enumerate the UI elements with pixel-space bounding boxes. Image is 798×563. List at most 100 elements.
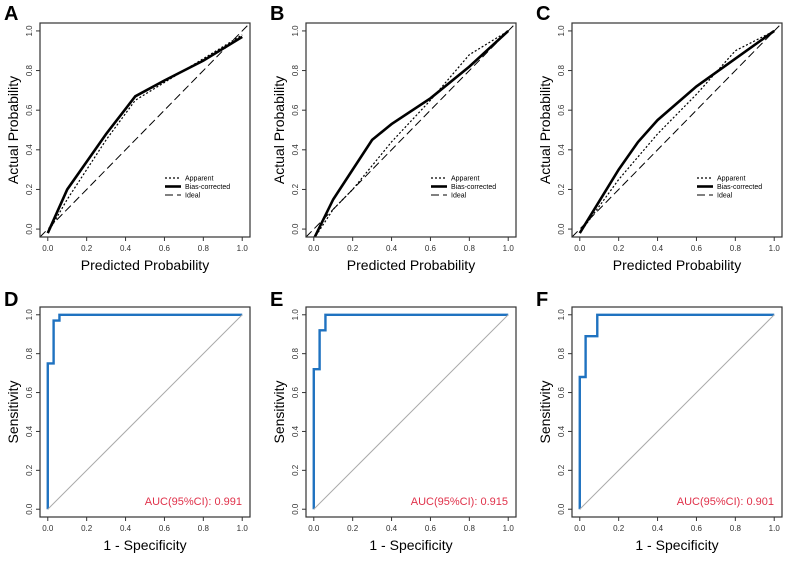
x-tick-label: 0.6 (425, 524, 437, 533)
panel-label: E (270, 289, 283, 311)
x-tick-label: 0.8 (198, 524, 210, 533)
x-tick-label: 0.0 (42, 244, 54, 253)
y-tick-label: 1.0 (291, 309, 300, 321)
x-tick-label: 0.8 (198, 244, 210, 253)
series-reference (47, 314, 243, 510)
plot-frame (39, 22, 251, 238)
x-tick-label: 0.4 (652, 244, 664, 253)
panel-label: F (536, 289, 548, 311)
x-tick-label: 1.0 (237, 524, 249, 533)
y-tick-label: 1.0 (25, 309, 34, 321)
panel-b: B 0.0 0.0 0.2 0.2 0.4 0.4 0.6 0.6 0.8 0.8 1.0 1.0 Pre… (266, 0, 532, 278)
x-tick-label: 0.0 (308, 524, 320, 533)
y-axis-label: Actual Probability (5, 76, 21, 184)
y-tick-label: 0.6 (25, 386, 34, 398)
y-tick-label: 0.0 (25, 223, 34, 235)
panel-e: E 0.0 0.0 0.2 0.2 0.4 0.4 0.6 0.6 0.8 0.8 1.0 1.0 1 -… (266, 280, 532, 558)
y-tick-label: 0.4 (25, 144, 34, 156)
x-tick-label: 0.2 (347, 244, 359, 253)
x-tick-label: 0.0 (42, 524, 54, 533)
plot-area (40, 23, 250, 237)
y-tick-label: 0.2 (291, 183, 300, 195)
legend-label: Ideal (185, 193, 201, 200)
series-bias-corrected (313, 29, 510, 237)
chart-b: B 0.0 0.0 0.2 0.2 0.4 0.4 0.6 0.6 0.8 0.8 1.0 1.0 Pre… (270, 3, 517, 273)
x-tick-label: 0.0 (574, 524, 586, 533)
plot-area (572, 23, 782, 237)
x-tick-label: 0.2 (613, 524, 625, 533)
y-tick-label: 0.6 (557, 104, 566, 116)
y-tick-label: 0.8 (25, 64, 34, 76)
y-tick-label: 0.4 (291, 144, 300, 156)
legend-label: Apparent (717, 176, 745, 183)
x-tick-label: 0.2 (81, 524, 93, 533)
x-tick-label: 0.6 (159, 524, 171, 533)
y-tick-label: 0.6 (557, 386, 566, 398)
y-tick-label: 0.2 (25, 464, 34, 476)
chart-a: A 0.0 0.0 0.2 0.2 0.4 0.4 0.6 0.6 0.8 0.8 1.0 1.0 Pre… (4, 3, 251, 273)
x-tick-label: 1.0 (237, 244, 249, 253)
y-tick-label: 0.2 (25, 183, 34, 195)
legend-label: Ideal (717, 193, 733, 200)
legend-label: Bias-corrected (185, 184, 230, 191)
y-axis-label: Sensitivity (271, 380, 287, 443)
y-tick-label: 0.2 (291, 464, 300, 476)
y-tick-label: 0.6 (291, 104, 300, 116)
y-axis-label: Sensitivity (537, 380, 553, 443)
y-axis-label: Actual Probability (537, 76, 553, 184)
x-axis-label: 1 - Specificity (635, 537, 718, 553)
legend-label: Apparent (451, 176, 479, 183)
series-ideal (306, 23, 516, 237)
x-tick-label: 0.4 (386, 244, 398, 253)
series-bias-corrected (578, 29, 775, 234)
x-tick-label: 1.0 (769, 244, 781, 253)
x-tick-label: 0.6 (159, 244, 171, 253)
chart-f: F 0.0 0.0 0.2 0.2 0.4 0.4 0.6 0.6 0.8 0.8 1.0 1.0 1 -… (536, 289, 783, 553)
y-tick-label: 0.6 (25, 104, 34, 116)
y-tick-label: 0.2 (557, 183, 566, 195)
y-tick-label: 0.0 (557, 223, 566, 235)
y-tick-label: 1.0 (291, 25, 300, 37)
series-roc (578, 313, 775, 510)
chart-d: D 0.0 0.0 0.2 0.2 0.4 0.4 0.6 0.6 0.8 0.8 1.0 1.0 1 -… (4, 289, 251, 553)
x-axis-label: 1 - Specificity (369, 537, 452, 553)
auc-annotation: AUC(95%CI): 0.901 (677, 496, 774, 508)
series-apparent (579, 30, 775, 234)
chart-c: C 0.0 0.0 0.2 0.2 0.4 0.4 0.6 0.6 0.8 0.8 1.0 1.0 Pre… (536, 3, 783, 273)
x-tick-label: 0.8 (464, 524, 476, 533)
chart-e: E 0.0 0.0 0.2 0.2 0.4 0.4 0.6 0.6 0.8 0.8 1.0 1.0 1 -… (270, 289, 517, 553)
legend-label: Ideal (451, 193, 467, 200)
x-tick-label: 0.8 (730, 244, 742, 253)
legend-label: Bias-corrected (451, 184, 496, 191)
y-tick-label: 0.8 (557, 64, 566, 76)
y-tick-label: 0.8 (25, 348, 34, 360)
y-tick-label: 0.8 (291, 348, 300, 360)
x-tick-label: 0.6 (691, 524, 703, 533)
y-tick-label: 0.0 (291, 503, 300, 515)
legend-label: Apparent (185, 176, 213, 183)
y-tick-label: 1.0 (557, 25, 566, 37)
panel-label: C (536, 3, 550, 25)
x-tick-label: 0.0 (574, 244, 586, 253)
x-axis-label: Predicted Probability (613, 257, 741, 273)
auc-annotation: AUC(95%CI): 0.915 (411, 496, 508, 508)
series-roc (46, 313, 243, 510)
x-tick-label: 0.0 (308, 244, 320, 253)
x-tick-label: 0.4 (120, 244, 132, 253)
x-tick-label: 0.4 (652, 524, 664, 533)
series-bias-corrected (46, 35, 243, 234)
series-ideal (40, 23, 250, 237)
y-tick-label: 0.6 (291, 386, 300, 398)
plot-frame (571, 306, 783, 518)
series-reference (579, 314, 775, 510)
x-tick-label: 0.4 (386, 524, 398, 533)
x-tick-label: 0.6 (691, 244, 703, 253)
y-tick-label: 0.0 (557, 503, 566, 515)
plot-frame (571, 22, 783, 238)
x-tick-label: 0.4 (120, 524, 132, 533)
y-tick-label: 1.0 (25, 25, 34, 37)
series-ideal (572, 23, 782, 237)
series-apparent (314, 30, 509, 237)
y-tick-label: 0.4 (25, 425, 34, 437)
